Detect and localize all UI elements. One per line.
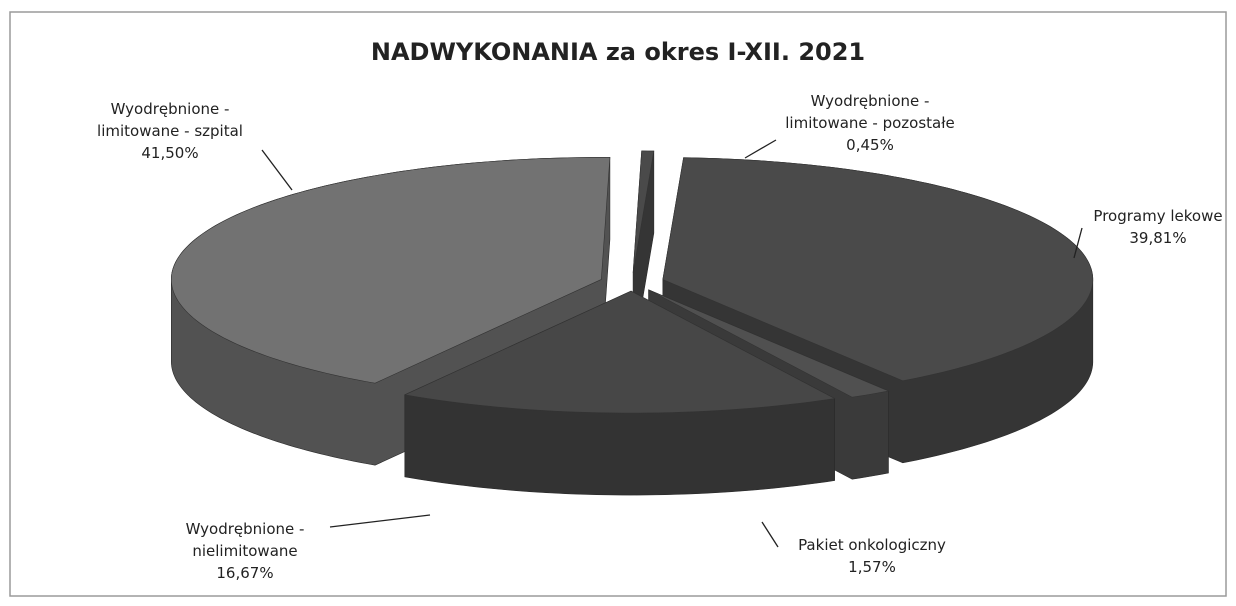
slice-label: Wyodrębnione - limitowane - szpital 41,50… — [88, 98, 253, 164]
slice — [648, 289, 890, 398]
slice — [403, 290, 836, 414]
leader-line — [744, 139, 777, 159]
chart-title: NADWYKONANIA za okres I-XII. 2021 — [370, 38, 866, 66]
leader-line — [261, 149, 293, 191]
value-label: 16,67% — [216, 564, 274, 582]
value-label: 41,50% — [141, 144, 199, 162]
leader-line — [329, 514, 431, 528]
category-label: Wyodrębnione - limitowane - szpital — [97, 100, 243, 140]
leader-line — [761, 521, 779, 548]
value-label: 39,81% — [1129, 229, 1187, 247]
value-label: 1,57% — [848, 558, 896, 576]
slice-label: Wyodrębnione - nielimitowane 16,67% — [175, 518, 315, 584]
leader-line — [1073, 227, 1083, 259]
slice — [632, 150, 655, 273]
slice-label: Programy lekowe 39,81% — [1083, 205, 1233, 249]
category-label: Wyodrębnione - limitowane - pozostałe — [785, 92, 955, 132]
slice — [171, 157, 611, 384]
category-label: Programy lekowe — [1093, 207, 1223, 225]
category-label: Wyodrębnione - nielimitowane — [185, 520, 305, 560]
slice-label: Pakiet onkologiczny 1,57% — [787, 534, 957, 578]
category-label: Pakiet onkologiczny — [798, 536, 946, 554]
slice-label: Wyodrębnione - limitowane - pozostałe 0,4… — [775, 90, 965, 156]
value-label: 0,45% — [846, 136, 894, 154]
